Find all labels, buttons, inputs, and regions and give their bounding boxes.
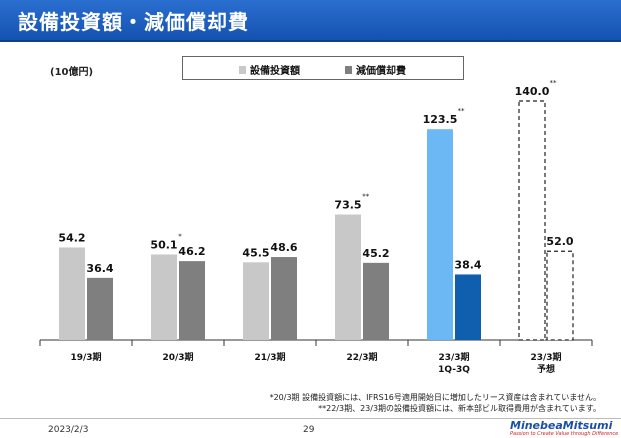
legend-label-capex: 設備投資額 xyxy=(250,66,300,77)
legend-label-depreciation: 減価償却費 xyxy=(356,66,406,77)
footnote-mark-3: ** xyxy=(362,193,370,201)
data-label-capex-1: 50.1 xyxy=(150,238,177,251)
bar-depreciation-3 xyxy=(363,262,389,340)
company-logo: MinebeaMitsumi Passion to Create Value t… xyxy=(510,419,618,437)
x-tick-label-2: 21/3期 xyxy=(254,351,285,363)
x-tick-label-0: 19/3期 xyxy=(70,351,101,363)
bar-capex-5 xyxy=(518,100,546,341)
bar-capex-1 xyxy=(151,254,177,340)
legend-swatch-depreciation xyxy=(345,65,352,74)
footnote-mark-5: ** xyxy=(550,79,558,87)
bar-capex-3 xyxy=(335,214,361,340)
page-number: 29 xyxy=(303,425,315,435)
data-label-depreciation-4: 38.4 xyxy=(454,258,481,271)
x-tick-label-5: 23/3期 xyxy=(530,351,561,363)
bar-depreciation-2 xyxy=(271,257,297,340)
footer-divider xyxy=(0,418,621,419)
x-tick-label-3: 22/3期 xyxy=(346,351,377,363)
data-label-capex-5: 140.0 xyxy=(515,85,550,98)
data-label-capex-0: 54.2 xyxy=(58,231,85,244)
data-label-depreciation-2: 48.6 xyxy=(270,241,297,254)
data-label-depreciation-3: 45.2 xyxy=(362,247,389,260)
footnote-mark-4: ** xyxy=(458,107,466,115)
footnote-mark-1: * xyxy=(178,232,182,240)
logo-wordmark: MinebeaMitsumi xyxy=(510,419,613,432)
x-tick-sublabel-4: 1Q-3Q xyxy=(438,365,470,375)
bar-capex-0 xyxy=(59,247,85,340)
bar-depreciation-5 xyxy=(546,250,574,341)
title-bar-rule xyxy=(0,40,621,42)
x-tick-label-4: 23/3期 xyxy=(438,351,469,363)
bar-depreciation-1 xyxy=(179,261,205,340)
x-tick-sublabel-5: 予想 xyxy=(537,363,555,375)
x-tick-label-1: 20/3期 xyxy=(162,351,193,363)
bar-depreciation-4 xyxy=(455,274,481,340)
bar-capex-4 xyxy=(427,129,453,340)
footer-date: 2023/2/3 xyxy=(48,425,89,435)
data-label-capex-4: 123.5 xyxy=(423,113,458,126)
chart-legend: 設備投資額 減価償却費 xyxy=(182,56,464,80)
data-label-capex-3: 73.5 xyxy=(334,199,361,212)
legend-item-capex: 設備投資額 xyxy=(239,62,300,77)
bar-capex-2 xyxy=(243,262,269,340)
title-bar xyxy=(0,0,621,40)
unit-label: (10億円) xyxy=(50,67,94,78)
footnote-1: *20/3期 設備投資額には、IFRS16号適用開始日に増加したリース資産は含ま… xyxy=(269,393,601,402)
legend-swatch-capex xyxy=(239,65,246,74)
data-label-depreciation-0: 36.4 xyxy=(86,262,113,275)
data-label-depreciation-1: 46.2 xyxy=(178,245,205,258)
footnote-2: **22/3期、23/3期の設備投資額には、新本部ビル取得費用が含まれています。 xyxy=(318,404,601,413)
legend-item-depreciation: 減価償却費 xyxy=(345,62,406,77)
data-label-capex-2: 45.5 xyxy=(242,246,269,259)
bar-depreciation-0 xyxy=(87,277,113,340)
logo-tagline: Passion to Create Value through Differen… xyxy=(510,431,619,437)
page-title: 設備投資額・減価償却費 xyxy=(18,10,249,34)
data-label-depreciation-5: 52.0 xyxy=(546,235,573,248)
